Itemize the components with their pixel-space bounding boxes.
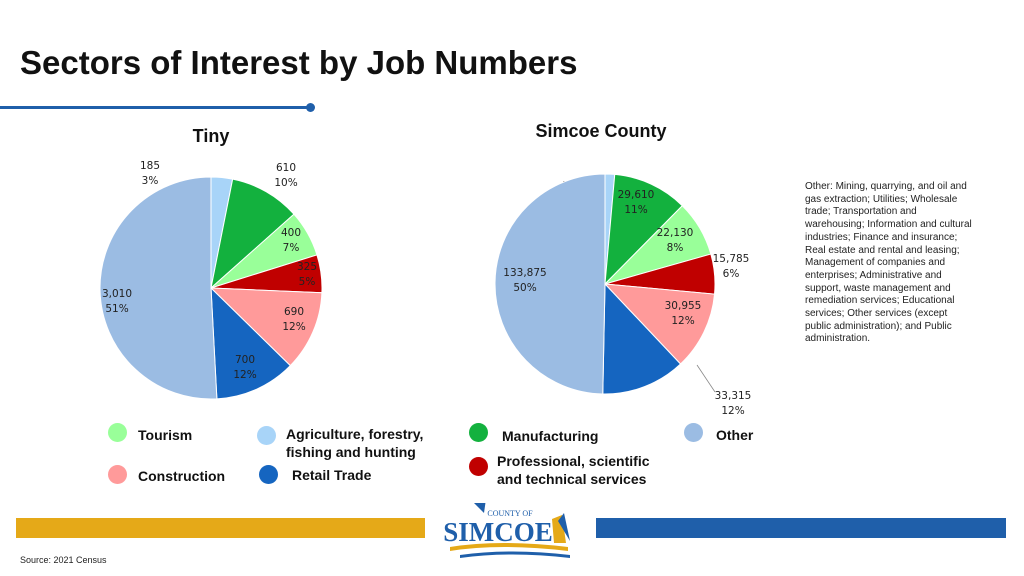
pie-1-pct-label-manufacturing: 11% [624,204,647,216]
legend-label-construction: Construction [138,468,226,484]
pie-1-slice-other [494,173,606,395]
pie-1-pct-label-construction: 12% [671,315,694,327]
county-of-simcoe-logo: COUNTY OF SIMCOE [443,503,570,558]
pie-1-pct-label-retail: 12% [721,405,744,417]
pie-0-slice-construction [209,287,323,367]
legend-label-retail: Retail Trade [292,467,372,483]
pie-1-value-label-professional: 15,785 [713,253,750,265]
footer-band-gold [16,518,425,538]
pie-1-value-label-construction: 30,955 [665,300,702,312]
pie-0-pct-label-construction: 12% [282,321,305,333]
legend-swatch-agriculture [257,426,276,445]
pie-1-pct-label-tourism: 8% [667,242,684,254]
pie-1-retail-leader-line [696,364,716,393]
pie-1-slice-construction [603,283,716,365]
pie-0-pct-label-professional: 5% [299,276,316,288]
source-note: Source: 2021 Census [20,555,107,565]
pie-0-slice-other [99,176,218,400]
legend-label-other: Other [716,427,754,443]
legend-label-agriculture: Agriculture, forestry, fishing and hunti… [286,426,424,460]
pie-1-slice-retail [602,282,682,395]
pie-1-value-label-manufacturing: 29,610 [618,189,655,201]
pie-0-pct-label-manufacturing: 10% [274,177,297,189]
legend-swatch-other [684,423,703,442]
pie-0-value-label-other: 3,010 [102,288,132,300]
pie-1-title: Simcoe County [535,121,666,141]
pie-0-value-label-agriculture: 185 [140,160,160,172]
svg-text:COUNTY OF: COUNTY OF [487,509,533,518]
pie-1-value-label-retail: 33,315 [715,390,752,402]
legend-swatch-construction [108,465,127,484]
title-underline [0,106,311,109]
title-underline-dot [306,103,315,112]
legend-swatch-tourism [108,423,127,442]
page-title: Sectors of Interest by Job Numbers [20,44,578,81]
footer-band-blue [596,518,1006,538]
legend-swatch-manufacturing [469,423,488,442]
pie-0-slice-retail [210,286,292,400]
other-category-note: Other: Mining, quarrying, and oil and ga… [805,181,972,345]
pie-1-pct-label-other: 50% [513,282,536,294]
pie-0-value-label-professional: 325 [297,261,317,273]
pie-1-slice-manufacturing [604,173,684,286]
pie-0-value-label-retail: 700 [235,354,255,366]
legend-swatch-retail [259,465,278,484]
pie-0-pct-label-retail: 12% [233,369,256,381]
legend-label-manufacturing: Manufacturing [502,428,599,444]
pie-1-value-label-tourism: 22,130 [657,227,694,239]
pie-0-value-label-construction: 690 [284,306,304,318]
pie-0-slice-manufacturing [210,178,295,290]
legend-label-tourism: Tourism [138,427,193,443]
pie-0-pct-label-tourism: 7% [283,242,300,254]
pie-0-value-label-tourism: 400 [281,227,301,239]
svg-text:SIMCOE: SIMCOE [443,517,553,547]
pie-0-pct-label-other: 51% [105,303,128,315]
pie-0-title: Tiny [193,126,230,146]
pie-1-value-label-other: 133,875 [503,267,546,279]
legend-label-professional: Professional, scientific and technical s… [497,453,650,487]
pie-0-value-label-manufacturing: 610 [276,162,296,174]
legend-swatch-professional [469,457,488,476]
pie-1-pct-label-professional: 6% [723,268,740,280]
pie-0-pct-label-agriculture: 3% [142,175,159,187]
